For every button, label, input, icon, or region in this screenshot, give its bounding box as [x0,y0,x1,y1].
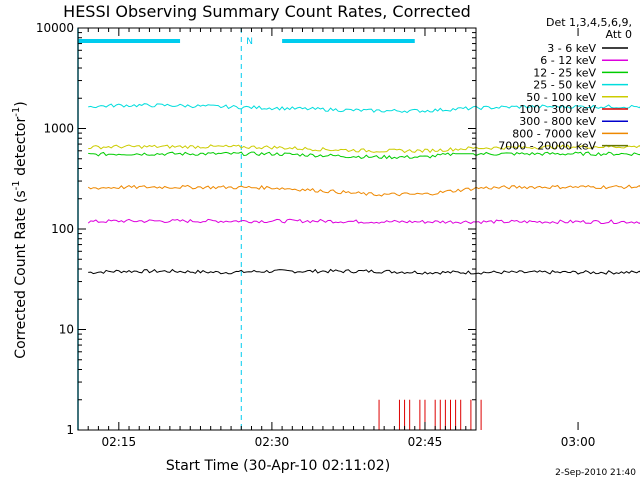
y-axis-label-sup-2: -1 [11,107,22,117]
legend-label-0: 3 - 6 keV [547,42,596,55]
legend-header-line-0: Det 1,3,4,5,6,9, [546,16,632,29]
legend-label-7: 800 - 7000 keV [512,127,596,140]
night-bar-0 [78,39,181,43]
series-line-4 [88,144,640,154]
y-tick-label-3: 1000 [43,122,74,136]
y-axis-label-main: Corrected Count Rate (s [13,190,29,358]
legend-header-line-1: Att 0 [606,28,632,41]
plot-area: N [77,28,640,430]
x-tick-label-0: 02:15 [102,435,137,449]
y-axis-label-mid: detector [13,117,29,181]
x-tick-label-2: 02:45 [408,435,443,449]
x-axis-label: Start Time (30-Apr-10 02:11:02) [166,458,390,474]
y-tick-label-4: 10000 [36,21,74,35]
night-marker-label: N [246,37,253,47]
y-axis-label-sup-1: -1 [11,180,22,190]
x-tick-label-3: 03:00 [561,435,596,449]
legend-label-5: 100 - 300 keV [519,103,596,116]
footer-date: 2-Sep-2010 21:40 [555,468,636,478]
y-axis-label: Corrected Count Rate (s-1 detector-1) [11,101,29,358]
series-line-1 [87,218,640,225]
legend-label-2: 12 - 25 keV [533,66,596,79]
series-line-7 [87,184,640,197]
legend-label-8: 7000 - 20000 keV [498,140,596,153]
y-tick-label-2: 100 [51,222,74,236]
night-bar-1 [282,39,415,43]
series-line-3 [88,103,640,114]
series-line-2 [88,151,640,160]
y-axis-label-end: ) [13,101,29,106]
y-tick-label-1: 10 [59,323,74,337]
x-tick-label-1: 02:30 [255,435,290,449]
legend-label-4: 50 - 100 keV [526,91,596,104]
legend-label-3: 25 - 50 keV [533,79,596,92]
legend-label-6: 300 - 800 keV [519,115,596,128]
series-line-0 [88,268,640,275]
chart-title: HESSI Observing Summary Count Rates, Cor… [63,2,471,21]
axes: 11010010001000002:1502:3002:4503:0003:15… [36,21,596,449]
y-tick-label-0: 1 [66,423,74,437]
legend-label-1: 6 - 12 keV [540,54,596,67]
